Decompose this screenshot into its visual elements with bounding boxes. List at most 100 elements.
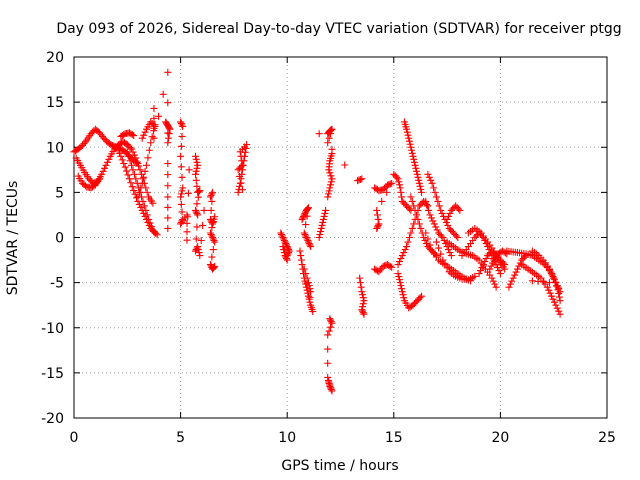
series-arc-17 [315,206,330,241]
data-point [184,189,192,197]
data-point [327,316,335,324]
data-point [192,208,200,216]
data-point [413,170,421,178]
data-point [481,258,489,266]
data-point [125,152,133,160]
data-point [408,197,416,205]
data-point [277,229,285,237]
data-point [307,288,315,296]
y-tick-label: 0 [55,231,64,247]
data-point [282,253,290,261]
data-point [177,118,185,126]
data-point [481,237,489,245]
data-point [324,139,332,147]
data-point [211,238,219,246]
data-point [178,173,186,181]
data-point [413,167,421,175]
data-point [438,209,446,217]
data-point [242,144,250,152]
data-point [143,211,151,219]
data-point [194,193,202,201]
data-point [400,249,408,257]
chart-title: Day 093 of 2026, Sidereal Day-to-day VTE… [56,21,621,37]
data-point [549,295,557,303]
data-point [516,259,524,267]
data-point [357,283,365,291]
data-point [411,161,419,169]
data-point [127,179,135,187]
data-point [414,215,422,223]
y-tick-label: -15 [41,366,64,382]
data-point [306,241,314,249]
data-point [415,176,423,184]
data-point [325,327,333,335]
data-point [548,270,556,278]
data-point [319,215,327,223]
data-point [427,176,435,184]
data-point [395,178,403,186]
data-point [164,68,172,76]
data-point [194,211,202,219]
x-tick-label: 0 [70,430,79,446]
data-point [424,235,432,243]
data-point [488,274,496,282]
series-arc-08 [138,118,159,142]
data-point [374,221,382,229]
data-point [236,164,244,172]
data-point [303,235,311,243]
data-point [193,164,201,172]
data-point [150,124,158,132]
data-point [304,205,312,213]
data-point [302,234,310,241]
data-point [300,265,308,273]
data-point [123,148,131,156]
data-point [164,171,172,179]
data-point [411,206,419,214]
data-point [495,267,503,275]
data-point [401,246,409,254]
series-arc-24 [390,170,415,214]
data-point [528,277,536,285]
data-point [320,212,328,220]
data-point [388,263,396,271]
data-point [164,159,172,167]
series-arc-33 [443,202,464,223]
data-point [407,229,415,237]
data-point [552,301,560,309]
data-point [359,307,367,315]
data-point [496,270,504,278]
data-point [133,158,141,166]
data-point [428,179,436,187]
data-point [430,184,438,192]
data-point [140,131,148,139]
data-point [315,234,323,241]
data-point [556,310,564,318]
data-point [164,224,172,232]
data-point [159,90,167,98]
data-point [280,246,288,254]
data-point [373,211,381,219]
y-axis-label: SDTVAR / TECUs [5,181,21,296]
data-point [211,262,219,270]
y-tick-label: 20 [46,50,64,66]
data-point [410,155,418,163]
y-tick-label: -10 [41,321,64,337]
data-point [403,128,411,136]
data-point [206,193,214,201]
data-point [491,280,499,288]
data-point [398,285,406,293]
data-point [405,137,413,145]
data-point [209,218,217,226]
data-point [304,237,312,245]
data-point [193,223,201,231]
data-point [105,155,113,163]
data-point [185,166,193,174]
data-point [482,240,490,248]
data-point [208,224,216,232]
data-point [208,197,216,205]
data-point [196,187,204,195]
data-point [155,112,163,120]
data-point [194,243,202,251]
data-point [177,163,185,171]
